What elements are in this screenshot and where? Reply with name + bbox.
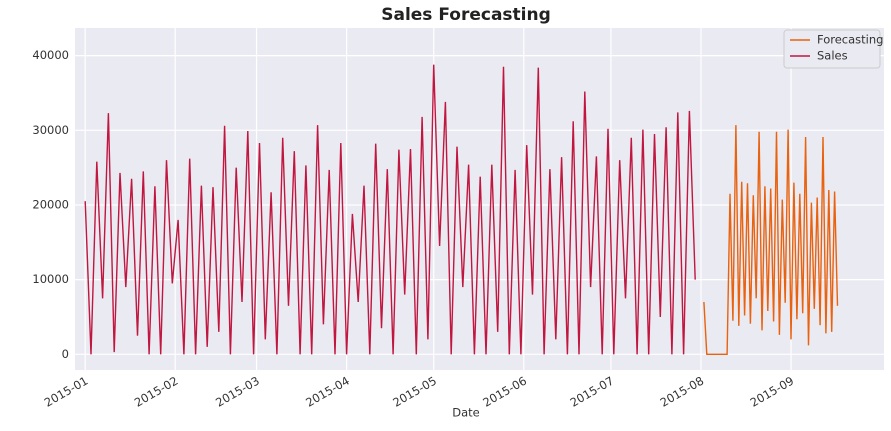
chart-title: Sales Forecasting [381, 5, 551, 25]
x-tick-label: 2015-07 [568, 374, 617, 410]
x-tick-label: 2015-05 [390, 374, 439, 410]
y-tick-label: 10000 [32, 272, 69, 286]
y-tick-label: 0 [62, 347, 69, 361]
legend-label: Sales [817, 49, 848, 63]
x-tick-label: 2015-06 [480, 374, 529, 410]
x-tick-label: 2015-09 [748, 374, 797, 410]
line-series [703, 125, 839, 355]
x-tick-label: 2015-08 [658, 374, 707, 410]
x-tick-label: 2015-01 [42, 374, 91, 410]
x-tick-label: 2015-03 [213, 374, 262, 410]
x-tick-label: 2015-04 [303, 374, 352, 410]
y-tick-label: 20000 [32, 197, 69, 211]
x-tick-label: 2015-02 [132, 374, 181, 410]
legend-label: Forecasting [817, 33, 883, 47]
x-axis-label: Date [452, 406, 480, 420]
y-tick-label: 30000 [32, 123, 69, 137]
y-tick-label: 40000 [32, 48, 69, 62]
line-series [84, 64, 696, 355]
